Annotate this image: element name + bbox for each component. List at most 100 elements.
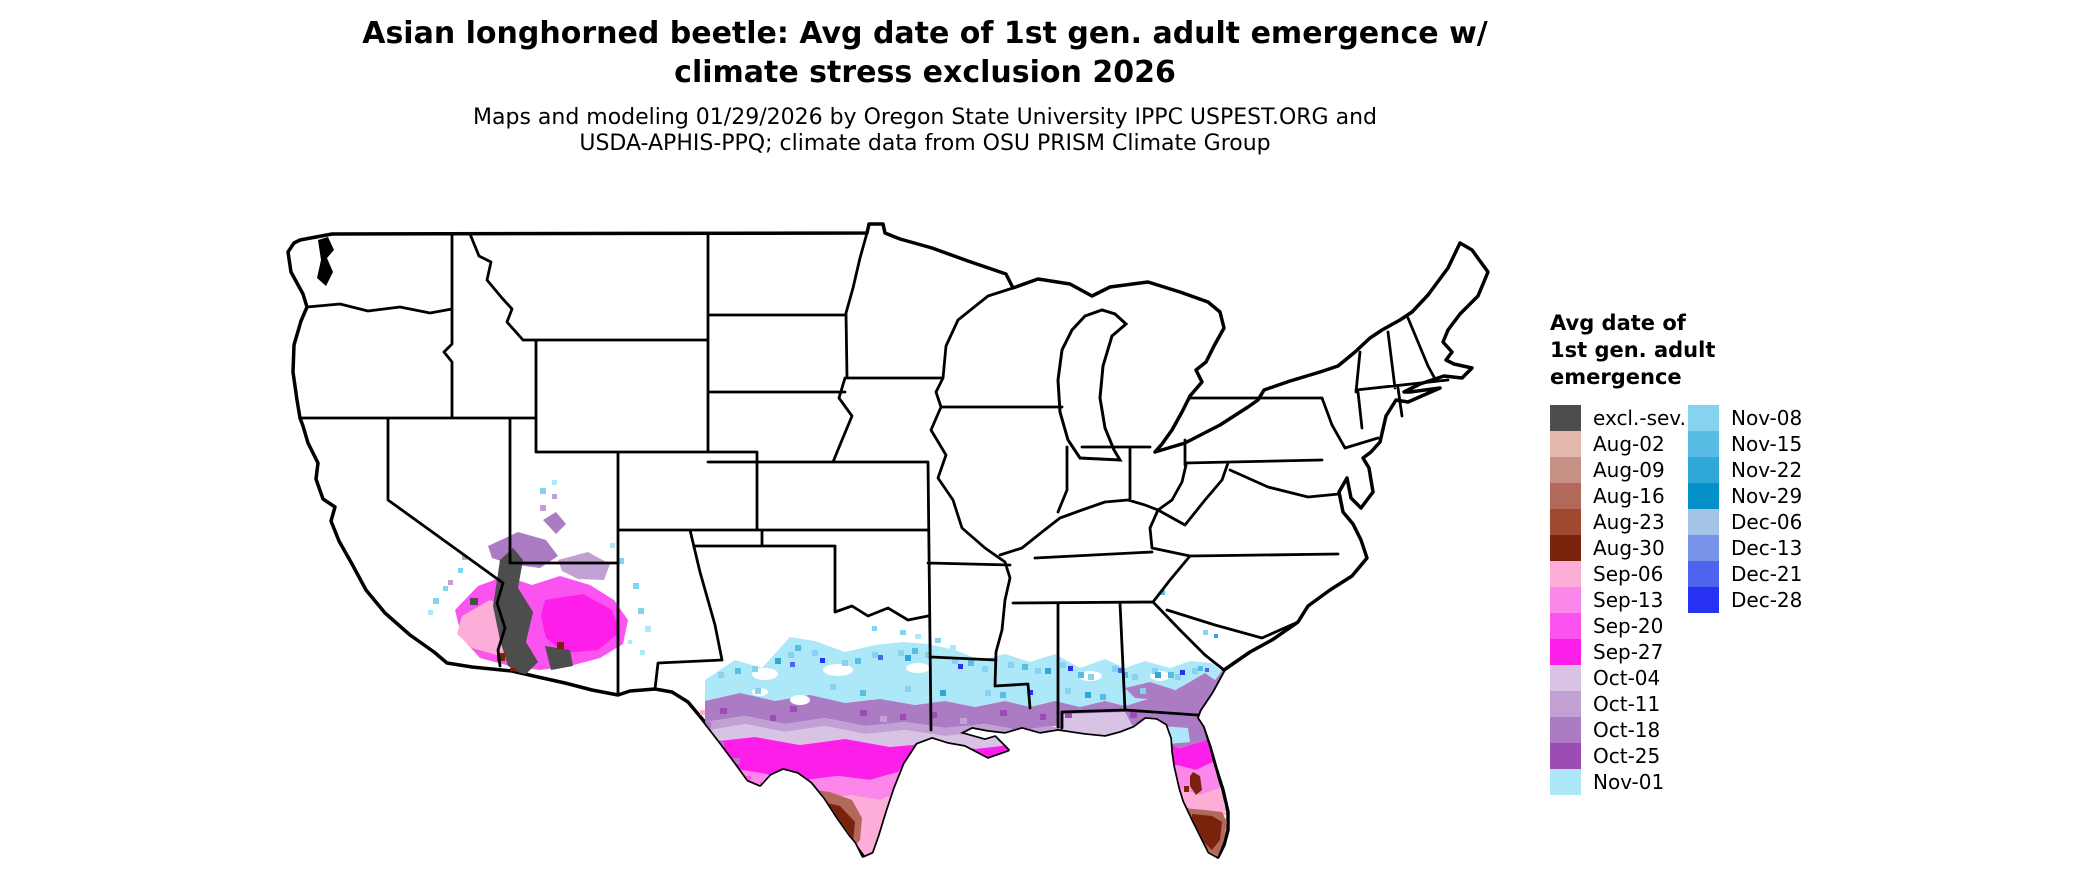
legend-item: Dec-06: [1688, 509, 1802, 535]
legend-item: Dec-28: [1688, 587, 1802, 613]
legend-swatch-nov08: [1688, 405, 1719, 431]
lake-michigan: [1056, 308, 1129, 462]
legend-swatch-oct18: [1550, 717, 1581, 743]
legend-swatch-oct25: [1550, 743, 1581, 769]
legend-label: Oct-11: [1593, 692, 1661, 716]
legend-item: Sep-20: [1550, 613, 1686, 639]
legend-swatch-nov22: [1688, 457, 1719, 483]
legend-label: Sep-13: [1593, 588, 1664, 612]
legend-item: excl.-sev.: [1550, 405, 1686, 431]
map-title-line2: climate stress exclusion 2026: [674, 55, 1176, 90]
legend-label: Oct-04: [1593, 666, 1661, 690]
legend-swatch-oct04: [1550, 665, 1581, 691]
legend-label: Nov-01: [1593, 770, 1665, 794]
map-region-southwest-aug30-dots: [497, 642, 564, 674]
legend-swatch-aug30: [1550, 535, 1581, 561]
legend-column-2: Nov-08 Nov-15 Nov-22 Nov-29 Dec-06 Dec-1…: [1688, 405, 1802, 613]
legend-item: Sep-27: [1550, 639, 1686, 665]
legend-item: Nov-22: [1688, 457, 1802, 483]
legend-swatch-aug23: [1550, 509, 1581, 535]
map-region-southwest-oct18-fringe: [488, 512, 740, 764]
legend: Avg date of 1st gen. adult emergence exc…: [1550, 310, 1910, 795]
legend-item: Aug-30: [1550, 535, 1686, 561]
legend-item: Sep-06: [1550, 561, 1686, 587]
map-title: Asian longhorned beetle: Avg date of 1st…: [312, 14, 1538, 92]
legend-swatch-dec06: [1688, 509, 1719, 535]
legend-swatch-dec13: [1688, 535, 1719, 561]
legend-swatch-aug09: [1550, 457, 1581, 483]
map-subtitle-line1: Maps and modeling 01/29/2026 by Oregon S…: [473, 105, 1377, 130]
legend-label: excl.-sev.: [1593, 406, 1686, 430]
legend-title: Avg date of 1st gen. adult emergence: [1550, 310, 1910, 391]
map-region-sep27-band: [710, 737, 1030, 780]
legend-swatch-aug02: [1550, 431, 1581, 457]
band-white-holes: [752, 663, 1170, 705]
map-title-line1: Asian longhorned beetle: Avg date of 1st…: [362, 16, 1488, 51]
us-map-svg: [286, 222, 1490, 876]
legend-label: Sep-27: [1593, 640, 1664, 664]
header: Asian longhorned beetle: Avg date of 1st…: [312, 14, 1538, 157]
map-region-florida-magenta: [1135, 730, 1213, 770]
legend-label: Aug-30: [1593, 536, 1665, 560]
map-region-southwest-sep27-core: [541, 594, 620, 653]
legend-item: Nov-15: [1688, 431, 1802, 457]
legend-label: Nov-08: [1731, 406, 1803, 430]
legend-label: Sep-20: [1593, 614, 1664, 638]
legend-item: Nov-01: [1550, 769, 1686, 795]
legend-swatch-aug16: [1550, 483, 1581, 509]
legend-swatch-oct11: [1550, 691, 1581, 717]
legend-label: Aug-02: [1593, 432, 1665, 456]
legend-label: Oct-18: [1593, 718, 1661, 742]
legend-label: Aug-23: [1593, 510, 1665, 534]
legend-label: Dec-28: [1731, 588, 1803, 612]
legend-swatch-sep13: [1550, 587, 1581, 613]
legend-title-line1: Avg date of: [1550, 311, 1686, 335]
legend-swatch-sep27: [1550, 639, 1581, 665]
legend-swatch-dec28: [1688, 587, 1719, 613]
legend-item: Oct-04: [1550, 665, 1686, 691]
legend-item: Nov-08: [1688, 405, 1802, 431]
legend-swatch-nov15: [1688, 431, 1719, 457]
legend-swatch-sep06: [1550, 561, 1581, 587]
legend-item: Sep-13: [1550, 587, 1686, 613]
legend-column-1: excl.-sev. Aug-02 Aug-09 Aug-16 Aug-23 A…: [1550, 405, 1686, 795]
map-region-florida-sep06: [1160, 772, 1226, 818]
legend-item: Aug-23: [1550, 509, 1686, 535]
legend-label: Dec-13: [1731, 536, 1803, 560]
legend-item: Aug-02: [1550, 431, 1686, 457]
legend-label: Sep-06: [1593, 562, 1664, 586]
legend-item: Oct-25: [1550, 743, 1686, 769]
map-region-southwest-excl-sev: [470, 548, 573, 676]
map-region-florida-south-aug30: [1192, 814, 1222, 850]
legend-title-line2: 1st gen. adult: [1550, 338, 1716, 362]
legend-label: Aug-09: [1593, 458, 1665, 482]
map-region-florida-pale-cyan: [1158, 726, 1190, 744]
map-region-florida-central-aug30: [1174, 772, 1202, 798]
legend-label: Nov-22: [1731, 458, 1803, 482]
legend-label: Dec-21: [1731, 562, 1803, 586]
legend-item: Dec-21: [1688, 561, 1802, 587]
legend-label: Dec-06: [1731, 510, 1803, 534]
legend-label: Nov-29: [1731, 484, 1803, 508]
map-subtitle: Maps and modeling 01/29/2026 by Oregon S…: [312, 105, 1538, 157]
state-borders: [298, 231, 1450, 732]
legend-label: Oct-25: [1593, 744, 1661, 768]
legend-item: Oct-18: [1550, 717, 1686, 743]
legend-swatch-nov29: [1688, 483, 1719, 509]
legend-item: Oct-11: [1550, 691, 1686, 717]
map-region-southwest-sep20: [455, 576, 765, 787]
legend-title-line3: emergence: [1550, 365, 1682, 389]
legend-label: Nov-15: [1731, 432, 1803, 456]
map-region-southwest-sep06: [457, 600, 705, 715]
map-subtitle-line2: USDA-APHIS-PPQ; climate data from OSU PR…: [579, 131, 1271, 156]
legend-label: Aug-16: [1593, 484, 1665, 508]
legend-item: Dec-13: [1688, 535, 1802, 561]
legend-swatch-excl-sev: [1550, 405, 1581, 431]
legend-item: Aug-16: [1550, 483, 1686, 509]
legend-item: Nov-29: [1688, 483, 1802, 509]
puget-sound: [317, 237, 334, 286]
map-region-florida-keys-aug02: [1190, 861, 1238, 876]
legend-swatch-dec21: [1688, 561, 1719, 587]
legend-item: Aug-09: [1550, 457, 1686, 483]
